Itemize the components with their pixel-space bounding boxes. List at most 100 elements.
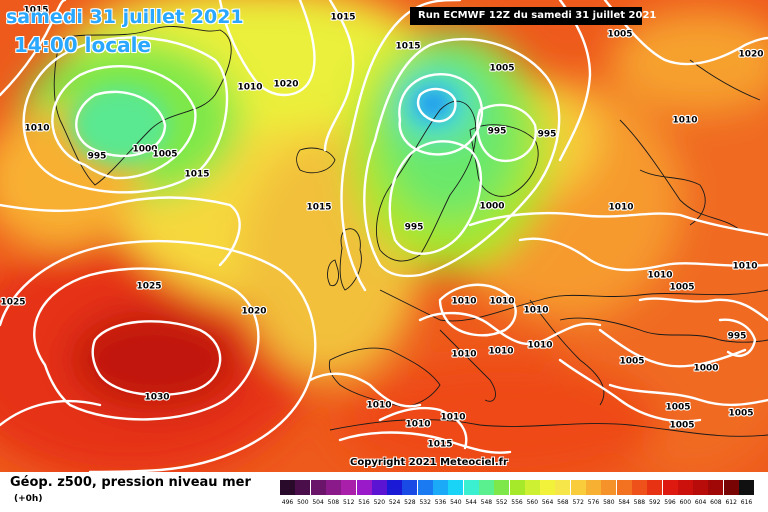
isobar-label: 1010 [366, 401, 391, 411]
isobar-label: 1010 [647, 271, 672, 281]
color-scale-tick-label: 552 [495, 499, 508, 506]
isobar-label: 995 [88, 152, 107, 162]
color-scale-swatch [341, 480, 357, 495]
map-time-title: 14:00 locale [14, 33, 151, 57]
color-scale-swatch [433, 480, 448, 495]
color-scale-tick-label: 540 [450, 499, 462, 506]
legend-subtitle: (+0h) [14, 494, 43, 504]
color-scale-swatch [631, 480, 647, 495]
isobar-label: 1005 [152, 150, 177, 160]
isobar-label: 1015 [395, 42, 420, 52]
isobar-label: 1005 [665, 403, 690, 413]
color-scale-swatch [647, 480, 663, 495]
color-scale-tick-label: 508 [327, 499, 340, 506]
color-scale-swatch [723, 480, 739, 495]
color-scale-swatch [325, 480, 341, 495]
color-scale-tick-label: 572 [572, 499, 584, 506]
color-scale-swatch [295, 480, 311, 495]
isobar-label: 1030 [144, 393, 169, 403]
color-scale-swatch [494, 480, 510, 495]
color-scale-tick-label: 580 [603, 499, 615, 506]
isobar-label: 1010 [451, 297, 476, 307]
isobar-label: 1015 [184, 170, 209, 180]
geopotential-map: 1015 1015 1015 1005 1020 1010 1020 1005 1010 995 1… [0, 0, 768, 472]
color-scale-tick-label: 520 [373, 499, 386, 506]
color-scale-swatch [417, 480, 433, 495]
color-scale-tick-label: 588 [633, 499, 646, 506]
isobar-label: 1025 [136, 282, 161, 292]
isobar-label: 1005 [669, 421, 694, 431]
color-scale-tick-label: 576 [587, 499, 600, 506]
color-scale-swatch [509, 480, 525, 495]
isobar-label: 1020 [273, 80, 298, 90]
color-scale: 496 500 504 508 512 516 520 524 528 532 536 540 544 5… [280, 480, 760, 510]
map-area: 1015 1015 1015 1005 1020 1010 1020 1005 1010 995 1… [0, 0, 768, 472]
color-scale-swatch [280, 480, 295, 495]
isobar-label: 1005 [728, 409, 753, 419]
color-scale-swatch [708, 480, 724, 495]
isobar-label: 1015 [306, 203, 331, 213]
color-scale-tick-label: 568 [557, 499, 569, 506]
isobar-label: 1005 [607, 30, 632, 40]
isobar-label: 1005 [669, 283, 694, 293]
color-scale-swatch [677, 480, 693, 495]
copyright-notice: Copyright 2021 Meteociel.fr [350, 457, 508, 468]
color-scale-swatch [524, 480, 540, 495]
isobar-label: 1010 [451, 350, 476, 360]
color-scale-tick-label: 608 [710, 499, 722, 506]
color-scale-tick-label: 584 [618, 499, 630, 506]
color-scale-swatch [478, 480, 494, 495]
isobar-label: 1010 [608, 203, 633, 213]
color-scale-tick-label: 604 [694, 499, 707, 506]
legend-title: Géop. z500, pression niveau mer [10, 475, 251, 490]
isobar-label: 1010 [672, 116, 697, 126]
isobar-label: 995 [488, 127, 507, 137]
color-scale-tick-label: 496 [281, 499, 294, 506]
color-scale-tick-label: 560 [526, 499, 539, 506]
isobar-label: 1000 [132, 145, 157, 155]
isobar-labels: 1015 1015 1015 1005 1020 1010 1020 1005 1010 995 1… [0, 4, 765, 450]
color-scale-swatch [402, 480, 418, 495]
color-scale-swatch [555, 480, 571, 495]
isobar-label: 995 [728, 332, 747, 342]
color-scale-swatch [310, 480, 326, 495]
color-scale-tick-label: 616 [740, 499, 753, 506]
run-info-banner: Run ECMWF 12Z du samedi 31 juillet 2021 [410, 7, 656, 25]
color-scale-tick-label: 536 [434, 499, 447, 506]
color-scale-swatch [693, 480, 709, 495]
color-scale-tick-label: 516 [358, 499, 370, 506]
color-scale-swatch [586, 480, 601, 495]
color-scale-swatch [662, 480, 678, 495]
isobar-label: 1010 [489, 297, 514, 307]
color-scale-tick-label: 556 [511, 499, 523, 506]
isobar-label: 1005 [619, 357, 644, 367]
isobar-label: 1010 [488, 347, 513, 357]
color-scale-tick-label: 612 [725, 499, 737, 506]
isobar-label: 1005 [489, 64, 514, 74]
color-scale-tick-label: 504 [312, 499, 324, 506]
isobar-label: 995 [538, 130, 557, 140]
color-scale-tick-label: 600 [679, 499, 692, 506]
color-scale-swatch [739, 480, 754, 495]
isobar-label: 1020 [241, 307, 266, 317]
isobar-label: 1010 [237, 83, 262, 93]
isobar-label: 1010 [527, 341, 552, 351]
isobar-label: 1010 [732, 262, 757, 272]
color-scale-tick-label: 528 [404, 499, 416, 506]
isobar-label: 1000 [693, 364, 718, 374]
isobar-label: 1000 [479, 202, 504, 212]
color-scale-swatch [616, 480, 632, 495]
color-scale-swatch [540, 480, 556, 495]
color-scale-swatch [463, 480, 479, 495]
color-scale-tick-label: 596 [664, 499, 676, 506]
isobar-label: 1010 [523, 306, 548, 316]
isobar-label: 1010 [405, 420, 430, 430]
color-scale-tick-label: 564 [541, 499, 554, 506]
isobars [0, 0, 768, 472]
color-scale-swatch [387, 480, 403, 495]
isobar-label: 1015 [427, 440, 452, 450]
isobar-label: 1015 [23, 6, 48, 16]
isobar-label: 1010 [24, 124, 49, 134]
color-scale-tick-label: 500 [297, 499, 309, 506]
